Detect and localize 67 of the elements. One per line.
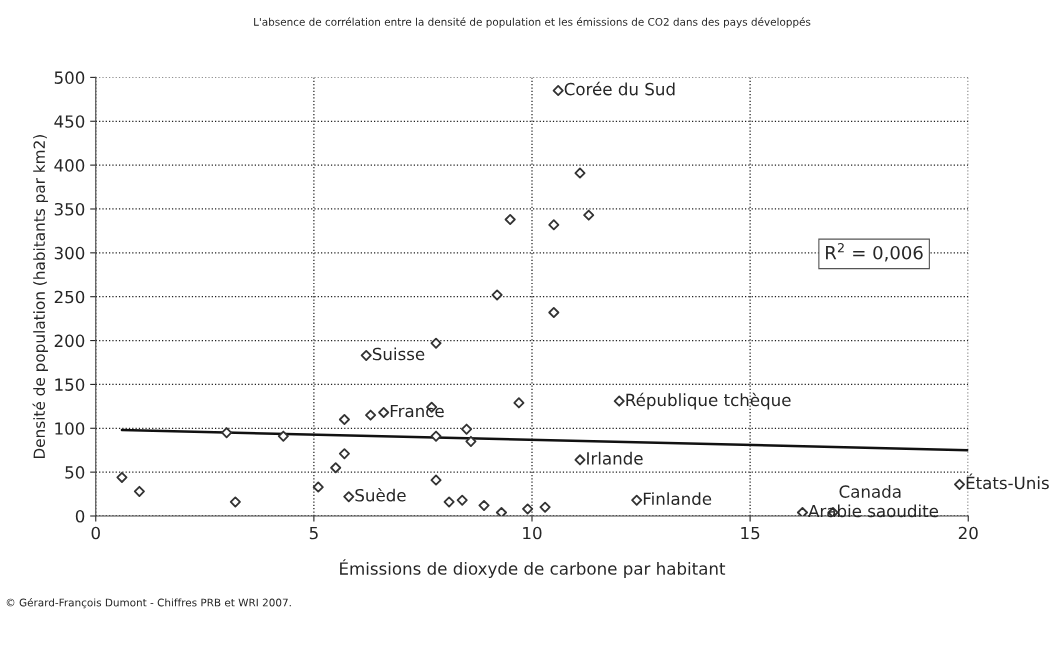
y-tick-label: 350 bbox=[54, 202, 85, 216]
y-axis-title: Densité de population (habitants par km2) bbox=[32, 135, 48, 459]
x-tick-label: 5 bbox=[309, 526, 318, 540]
annotation: Irlande bbox=[587, 451, 643, 465]
y-tick-label: 500 bbox=[54, 71, 85, 84]
point bbox=[631, 494, 643, 506]
point bbox=[343, 491, 355, 503]
annotation: République tchèque bbox=[626, 392, 791, 410]
point bbox=[539, 501, 551, 513]
point bbox=[548, 306, 560, 319]
point bbox=[430, 337, 442, 349]
y-tick-label: 150 bbox=[55, 378, 85, 391]
x-axis-title: Émissions de dioxyde de carbone par habitant bbox=[340, 559, 726, 579]
point bbox=[277, 430, 289, 442]
point bbox=[221, 427, 233, 439]
point bbox=[574, 167, 586, 179]
y-tick-label: 300 bbox=[54, 246, 85, 260]
point bbox=[133, 485, 145, 497]
point bbox=[583, 209, 595, 221]
point bbox=[360, 349, 372, 361]
annotation: Canada bbox=[839, 484, 901, 498]
point bbox=[954, 478, 966, 490]
point bbox=[552, 85, 564, 97]
x-tick-label: 0 bbox=[91, 526, 100, 540]
point bbox=[338, 448, 350, 460]
y-tick-label: 50 bbox=[65, 466, 85, 479]
y-tick-label: 100 bbox=[55, 422, 85, 435]
point bbox=[312, 481, 324, 493]
point bbox=[504, 213, 516, 226]
annotation: Finlande bbox=[643, 492, 712, 506]
x-tick-label: 10 bbox=[523, 526, 542, 540]
point bbox=[491, 289, 503, 301]
point bbox=[574, 454, 586, 466]
point bbox=[456, 494, 468, 506]
annotation: États-Unis bbox=[966, 473, 1049, 490]
point bbox=[613, 395, 625, 407]
text: © Gérard-François Dumont - Chiffres PRB et WRI 2007. bbox=[6, 597, 291, 609]
point bbox=[796, 506, 808, 516]
y-tick-label: 450 bbox=[54, 115, 85, 128]
annotation: Corée du Sud bbox=[564, 81, 675, 96]
point bbox=[338, 413, 350, 426]
point bbox=[461, 423, 473, 435]
point bbox=[522, 503, 534, 515]
point bbox=[378, 406, 390, 419]
annotation: Suisse bbox=[372, 347, 425, 361]
point bbox=[430, 430, 442, 442]
x-tick-label: 20 bbox=[958, 526, 978, 540]
point bbox=[478, 499, 490, 511]
y-tick-label: 250 bbox=[54, 290, 85, 304]
y-tick-label: 400 bbox=[54, 159, 85, 172]
point bbox=[495, 506, 507, 516]
point bbox=[548, 219, 560, 231]
x-tick-label: 15 bbox=[741, 526, 760, 540]
point bbox=[116, 471, 128, 483]
point bbox=[430, 474, 442, 486]
point bbox=[513, 397, 525, 409]
annotation: France bbox=[390, 404, 444, 418]
point bbox=[465, 435, 477, 447]
chart-title: L'absence de corrélation entre la densité de population et les émissions de CO2 dans des pays développés bbox=[254, 17, 811, 28]
point bbox=[330, 462, 342, 474]
annotation: Suède bbox=[355, 487, 406, 502]
annotation: R$^{2}$ = 0,006 bbox=[826, 242, 923, 262]
y-tick-label: 0 bbox=[75, 509, 85, 523]
point bbox=[365, 409, 377, 421]
y-tick-label: 200 bbox=[54, 334, 85, 348]
point bbox=[443, 496, 455, 508]
point bbox=[229, 496, 241, 508]
